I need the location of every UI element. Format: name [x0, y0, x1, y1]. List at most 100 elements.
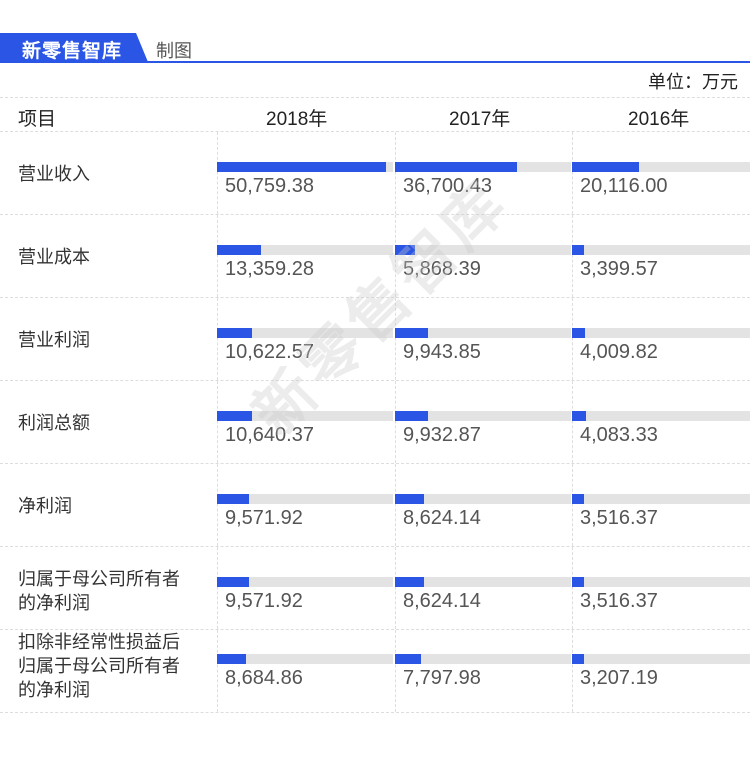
bar-fill	[572, 245, 584, 255]
bar-track	[395, 411, 571, 421]
cell-value: 3,516.37	[580, 590, 658, 612]
bar-track	[217, 577, 393, 587]
bar-track	[217, 494, 393, 504]
bar-track	[572, 245, 750, 255]
column-divider	[572, 464, 573, 546]
unit-label: 单位：万元	[648, 72, 738, 92]
column-divider	[572, 215, 573, 297]
subtitle: 制图	[156, 41, 192, 61]
column-divider	[395, 215, 396, 297]
bar-fill	[395, 328, 428, 338]
bar-track	[217, 328, 393, 338]
column-divider	[572, 298, 573, 380]
bar-fill	[395, 245, 415, 255]
bar-fill	[572, 577, 584, 587]
row-label: 利润总额	[18, 413, 90, 433]
cell-value: 4,083.33	[580, 424, 658, 446]
cell-value: 8,624.14	[403, 590, 481, 612]
bar-track	[572, 577, 750, 587]
bar-track	[572, 328, 750, 338]
bar-track	[217, 411, 393, 421]
column-header-item: 项目	[18, 109, 57, 130]
bar-track	[395, 245, 571, 255]
row-label: 归属于母公司所有者 的净利润	[18, 567, 180, 615]
brand-tab	[0, 33, 148, 62]
bar-fill	[395, 162, 517, 172]
cell-value: 20,116.00	[580, 175, 668, 197]
column-header-2018: 2018年	[266, 109, 328, 130]
cell-value: 36,700.43	[403, 175, 492, 197]
column-divider	[217, 132, 218, 214]
bar-fill	[217, 577, 249, 587]
row-label-line: 的净利润	[18, 593, 90, 613]
bar-fill	[395, 411, 428, 421]
cell-value: 3,207.19	[580, 667, 658, 689]
column-divider	[395, 630, 396, 712]
bar-fill	[217, 411, 252, 421]
bar-track	[217, 162, 393, 172]
table-row: 营业成本 13,359.28 5,868.39 3,399.57	[0, 215, 750, 298]
bar-track	[572, 411, 750, 421]
row-label: 营业成本	[18, 247, 90, 267]
bar-track	[395, 494, 571, 504]
row-label: 营业利润	[18, 330, 90, 350]
bar-fill	[217, 245, 261, 255]
cell-value: 3,516.37	[580, 507, 658, 529]
table-row: 利润总额 10,640.37 9,932.87 4,083.33	[0, 381, 750, 464]
bar-track	[395, 162, 571, 172]
header: 新零售智库 制图	[0, 33, 750, 63]
cell-value: 50,759.38	[225, 175, 314, 197]
cell-value: 10,622.57	[225, 341, 314, 363]
column-divider	[572, 630, 573, 712]
bar-fill	[572, 654, 584, 664]
bar-track	[572, 494, 750, 504]
bar-track	[395, 328, 571, 338]
column-divider	[217, 547, 218, 629]
bar-track	[217, 654, 393, 664]
data-table: 项目 2018年 2017年 2016年 营业收入 50,759.38 36,700…	[0, 97, 750, 713]
row-label-line: 的净利润	[18, 680, 90, 700]
cell-value: 7,797.98	[403, 667, 481, 689]
row-label: 扣除非经常性损益后 归属于母公司所有者 的净利润	[18, 630, 180, 702]
table-row: 营业收入 50,759.38 36,700.43 20,116.00	[0, 132, 750, 215]
bar-fill	[217, 328, 252, 338]
column-divider	[395, 464, 396, 546]
column-divider	[395, 132, 396, 214]
bar-track	[572, 654, 750, 664]
cell-value: 10,640.37	[225, 424, 314, 446]
bar-fill	[217, 162, 386, 172]
column-divider	[217, 464, 218, 546]
column-divider	[395, 298, 396, 380]
column-divider	[217, 381, 218, 463]
cell-value: 8,624.14	[403, 507, 481, 529]
bar-fill	[395, 494, 424, 504]
row-label: 净利润	[18, 496, 72, 516]
bar-track	[395, 654, 571, 664]
column-divider	[572, 381, 573, 463]
bar-track	[395, 577, 571, 587]
bar-fill	[217, 654, 246, 664]
bar-fill	[217, 494, 249, 504]
bar-fill	[572, 162, 639, 172]
column-divider	[395, 547, 396, 629]
bar-fill	[572, 494, 584, 504]
bar-track	[217, 245, 393, 255]
column-divider	[217, 630, 218, 712]
table-row: 扣除非经常性损益后 归属于母公司所有者 的净利润 8,684.86 7,797.98 3,…	[0, 630, 750, 713]
bar-fill	[572, 411, 586, 421]
bar-fill	[395, 654, 421, 664]
column-divider	[217, 298, 218, 380]
row-label-line: 归属于母公司所有者	[18, 656, 180, 676]
bar-fill	[572, 328, 585, 338]
bar-fill	[395, 577, 424, 587]
table-row: 净利润 9,571.92 8,624.14 3,516.37	[0, 464, 750, 547]
table-row: 归属于母公司所有者 的净利润 9,571.92 8,624.14 3,516.37	[0, 547, 750, 630]
column-header-2017: 2017年	[449, 109, 511, 130]
column-header-2016: 2016年	[628, 109, 690, 130]
cell-value: 9,943.85	[403, 341, 481, 363]
cell-value: 8,684.86	[225, 667, 303, 689]
bar-track	[572, 162, 750, 172]
cell-value: 5,868.39	[403, 258, 481, 280]
column-divider	[395, 381, 396, 463]
brand-name: 新零售智库	[22, 41, 123, 62]
